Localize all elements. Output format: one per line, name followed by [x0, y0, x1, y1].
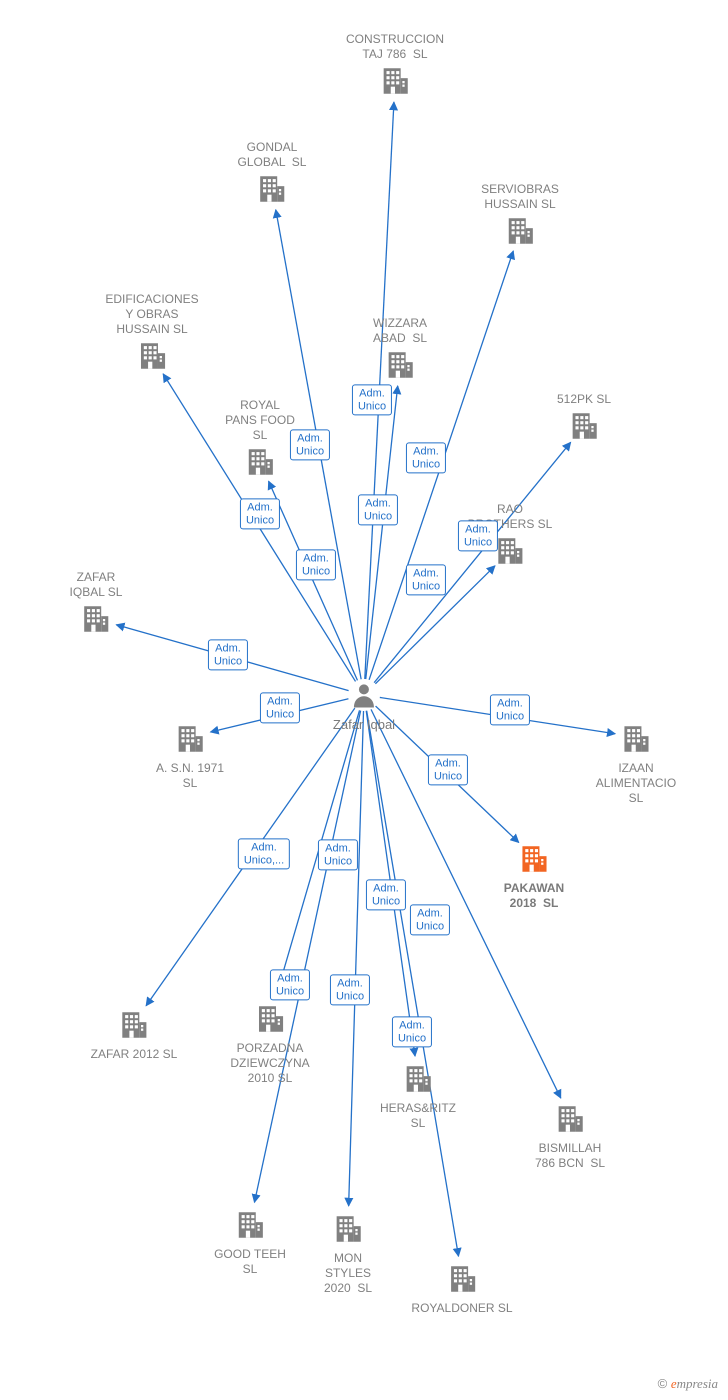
- company-node-pakawan[interactable]: PAKAWAN 2018 SL: [504, 840, 564, 911]
- edge-label-zafariqbal: Adm. Unico: [208, 639, 248, 670]
- edge-royaldoner: [367, 711, 459, 1256]
- company-node-royaldoner[interactable]: ROYALDONER SL: [411, 1260, 512, 1316]
- company-node-edificaciones[interactable]: EDIFICACIONES Y OBRAS HUSSAIN SL: [105, 292, 198, 378]
- edge-label-porzadna: Adm. Unico: [318, 839, 358, 870]
- edge-label-wizzara: Adm. Unico: [358, 494, 398, 525]
- building-icon: [70, 602, 123, 641]
- building-icon: [481, 214, 559, 253]
- edge-monstyles: [349, 711, 364, 1206]
- copyright-symbol: ©: [658, 1376, 668, 1391]
- company-node-herasritz[interactable]: HERAS&RITZ SL: [380, 1060, 456, 1131]
- company-label: SERVIOBRAS HUSSAIN SL: [481, 182, 559, 212]
- building-icon: [324, 1212, 372, 1251]
- edge-label-herasritz: Adm. Unico: [366, 879, 406, 910]
- company-label: 512PK SL: [557, 392, 611, 407]
- company-node-royalpans[interactable]: ROYAL PANS FOOD SL: [225, 398, 295, 484]
- company-node-serviobras[interactable]: SERVIOBRAS HUSSAIN SL: [481, 182, 559, 253]
- company-node-goodteeh[interactable]: GOOD TEEH SL: [214, 1206, 286, 1277]
- edge-label-goodteeh: Adm. Unico: [270, 969, 310, 1000]
- edge-wizzara: [366, 386, 398, 679]
- edge-goodteeh: [254, 711, 360, 1203]
- company-label: PAKAWAN 2018 SL: [504, 881, 564, 911]
- company-label: ROYAL PANS FOOD SL: [225, 398, 295, 443]
- building-icon: [535, 1102, 605, 1141]
- company-label: MON STYLES 2020 SL: [324, 1251, 372, 1296]
- edge-label-asn: Adm. Unico: [260, 692, 300, 723]
- company-label: HERAS&RITZ SL: [380, 1101, 456, 1131]
- building-icon: [411, 1262, 512, 1301]
- company-node-512pk[interactable]: 512PK SL: [557, 392, 611, 448]
- company-node-porzadna[interactable]: PORZADNA DZIEWCZYNA 2010 SL: [230, 1000, 309, 1086]
- building-icon: [504, 842, 564, 881]
- edge-label-bismillah: Adm. Unico: [410, 904, 450, 935]
- center-person-node[interactable]: Zafar Iqbal: [333, 680, 395, 732]
- building-icon: [557, 409, 611, 448]
- company-label: IZAAN ALIMENTACIO SL: [596, 761, 676, 806]
- company-node-monstyles[interactable]: MON STYLES 2020 SL: [324, 1210, 372, 1296]
- company-label: BISMILLAH 786 BCN SL: [535, 1141, 605, 1171]
- company-label: EDIFICACIONES Y OBRAS HUSSAIN SL: [105, 292, 198, 337]
- building-icon: [156, 722, 224, 761]
- edge-label-rao: Adm. Unico: [406, 564, 446, 595]
- person-icon: [333, 680, 395, 715]
- company-node-bismillah[interactable]: BISMILLAH 786 BCN SL: [535, 1100, 605, 1171]
- building-icon: [596, 722, 676, 761]
- company-label: ROYALDONER SL: [411, 1301, 512, 1316]
- building-icon: [380, 1062, 456, 1101]
- company-label: ZAFAR IQBAL SL: [70, 570, 123, 600]
- building-icon: [238, 172, 307, 211]
- company-node-zafar2012[interactable]: ZAFAR 2012 SL: [91, 1006, 178, 1062]
- center-label: Zafar Iqbal: [333, 717, 395, 732]
- company-node-wizzara[interactable]: WIZZARA ABAD SL: [373, 316, 427, 387]
- building-icon: [225, 445, 295, 484]
- company-label: WIZZARA ABAD SL: [373, 316, 427, 346]
- credit: © empresia: [658, 1376, 718, 1392]
- building-icon: [105, 339, 198, 378]
- edge-label-royaldoner: Adm. Unico: [392, 1016, 432, 1047]
- edge-label-gondal: Adm. Unico: [290, 429, 330, 460]
- edge-label-512pk: Adm. Unico: [458, 520, 498, 551]
- company-label: CONSTRUCCION TAJ 786 SL: [346, 32, 444, 62]
- company-label: PORZADNA DZIEWCZYNA 2010 SL: [230, 1041, 309, 1086]
- building-icon: [230, 1002, 309, 1041]
- building-icon: [346, 64, 444, 103]
- company-label: GONDAL GLOBAL SL: [238, 140, 307, 170]
- brand-rest: mpresia: [677, 1376, 718, 1391]
- company-label: ZAFAR 2012 SL: [91, 1047, 178, 1062]
- edge-label-edificaciones: Adm. Unico: [240, 498, 280, 529]
- company-node-construccion[interactable]: CONSTRUCCION TAJ 786 SL: [346, 32, 444, 103]
- company-label: A. S.N. 1971 SL: [156, 761, 224, 791]
- company-node-asn[interactable]: A. S.N. 1971 SL: [156, 720, 224, 791]
- building-icon: [214, 1208, 286, 1247]
- company-node-izaan[interactable]: IZAAN ALIMENTACIO SL: [596, 720, 676, 806]
- building-icon: [373, 348, 427, 387]
- company-label: GOOD TEEH SL: [214, 1247, 286, 1277]
- edge-label-serviobras: Adm. Unico: [406, 442, 446, 473]
- edge-royalpans: [269, 481, 358, 680]
- building-icon: [91, 1008, 178, 1047]
- edge-label-pakawan: Adm. Unico: [428, 754, 468, 785]
- edge-label-construccion: Adm. Unico: [352, 384, 392, 415]
- company-node-gondal[interactable]: GONDAL GLOBAL SL: [238, 140, 307, 211]
- edge-label-izaan: Adm. Unico: [490, 694, 530, 725]
- edge-label-monstyles: Adm. Unico: [330, 974, 370, 1005]
- edge-label-royalpans: Adm. Unico: [296, 549, 336, 580]
- company-node-zafariqbal[interactable]: ZAFAR IQBAL SL: [70, 570, 123, 641]
- edge-label-zafar2012: Adm. Unico,...: [238, 838, 290, 869]
